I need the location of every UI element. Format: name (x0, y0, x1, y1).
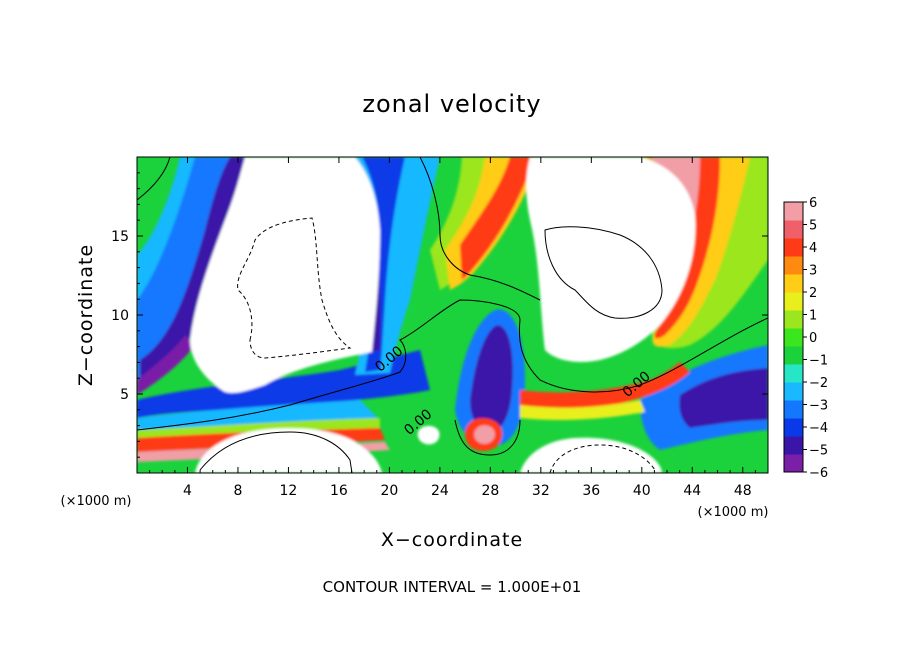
band-neg-lower-right-core (679, 368, 768, 428)
white-region-lower-left (195, 428, 382, 473)
band-neg-lower-left (137, 350, 430, 418)
colorbar-swatch (784, 238, 803, 257)
white-region-upper-left (190, 157, 380, 393)
band-yellow-lower-left (137, 418, 380, 438)
colorbar-tick-label: 0 (809, 331, 817, 346)
colorbar-swatch (784, 454, 803, 473)
colorbar-tick-label: −4 (809, 421, 828, 436)
band-red-lower-mid (520, 362, 690, 411)
contour-zero-lower-mid (454, 419, 521, 456)
white-region-small (417, 425, 440, 445)
colorbar-swatch (784, 346, 803, 365)
colorbar-swatch (784, 400, 803, 419)
white-region-lower-right (520, 437, 662, 473)
colorbar-tick-label: 4 (809, 241, 817, 256)
x-axis-label: X−coordinate (381, 529, 523, 551)
colorbar-swatch (784, 436, 803, 455)
x-tick-label: 24 (431, 483, 449, 499)
band-pos-ridge-red (460, 157, 535, 280)
colorbar-tick-label: 2 (809, 286, 817, 301)
colorbar-tick-label: −1 (809, 354, 828, 369)
contour-interval-footer: CONTOUR INTERVAL = 1.000E+01 (323, 578, 582, 596)
y-tick-label: 5 (120, 387, 129, 403)
colorbar-tick-label: 1 (809, 309, 817, 324)
contour-negative-upper-left (237, 217, 352, 359)
y-axis-label: Z−coordinate (75, 244, 97, 386)
colorbar-swatch (784, 292, 803, 311)
contour-zero-left (137, 299, 768, 431)
x-tick-label: 40 (633, 483, 651, 499)
band-neg-left-deep (137, 335, 195, 395)
x-tick-label: 48 (734, 483, 752, 499)
x-tick-label: 8 (233, 483, 242, 499)
colorbar-swatch (784, 256, 803, 275)
x-tick-label: 20 (380, 483, 398, 499)
colorbar-tick-label: 5 (809, 219, 817, 234)
x-tick-label: 44 (683, 483, 701, 499)
colorbar-swatch (784, 328, 803, 347)
band-pos-right-orange (640, 157, 750, 347)
y-tick-label: 15 (111, 229, 129, 245)
y-unit-note: (×1000 m) (61, 494, 132, 509)
colorbar-tick-label: −5 (809, 444, 828, 459)
x-unit-note: (×1000 m) (698, 505, 769, 520)
y-tick-label: 10 (111, 308, 129, 324)
x-tick-label: 32 (532, 483, 550, 499)
contour-positive-lower-left (199, 431, 353, 473)
x-tick-label: 12 (280, 483, 298, 499)
colorbar-tick-label: −6 (809, 466, 828, 481)
colorbar-swatch (784, 310, 803, 329)
velocity-field (137, 157, 768, 473)
x-tick-label: 28 (481, 483, 499, 499)
band-pos-right-red (645, 157, 720, 339)
colorbar-swatch (784, 274, 803, 293)
contour-zero-mid (419, 157, 541, 301)
colorbar-swatch (784, 202, 803, 221)
contour-zero-upper (137, 157, 171, 201)
colorbar-swatch (784, 364, 803, 383)
colorbar-swatch (784, 418, 803, 437)
colorbar-swatch (784, 382, 803, 401)
x-tick-label: 36 (582, 483, 600, 499)
chart-title: zonal velocity (362, 90, 541, 118)
contour-positive-upper-right (544, 226, 663, 319)
colorbar-tick-label: 3 (809, 264, 817, 279)
band-yellow-lower-mid (520, 400, 645, 420)
colorbar: 6 5 4 3 2 1 0 −1 −2 −3 −4 −5 −6 (783, 196, 828, 481)
band-neg-mid-core (470, 325, 513, 432)
white-region-upper-right (526, 157, 696, 362)
x-tick-label: 16 (330, 483, 348, 499)
colorbar-tick-label: −2 (809, 376, 828, 391)
colorbar-swatch (784, 220, 803, 239)
band-neg-left-core (140, 157, 245, 385)
band-pink-small-blob (474, 425, 495, 444)
colorbar-tick-label: −3 (809, 399, 828, 414)
contour-negative-lower-right (549, 444, 656, 473)
x-tick-label: 4 (183, 483, 192, 499)
band-neg-center-core (362, 157, 405, 372)
colorbar-tick-label: 6 (809, 196, 817, 211)
